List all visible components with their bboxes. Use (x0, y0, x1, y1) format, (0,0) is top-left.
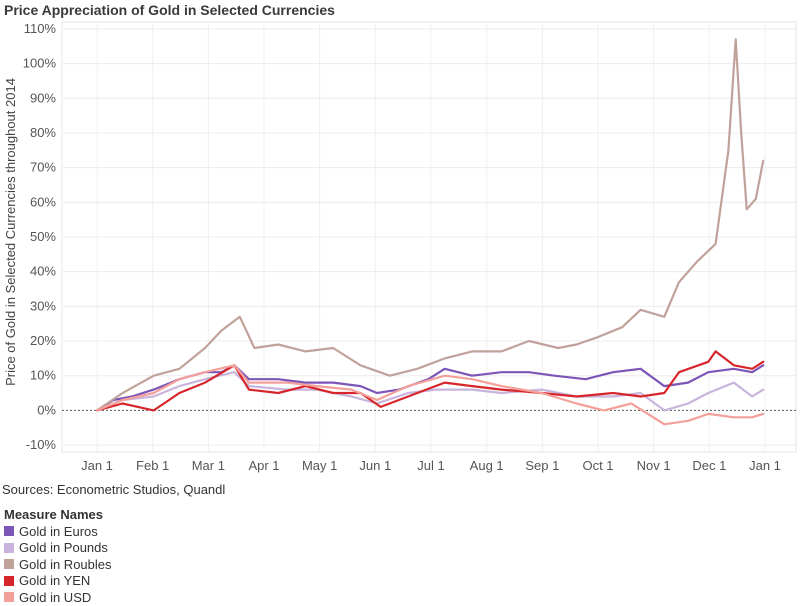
y-tick-label: 80% (30, 125, 56, 140)
x-tick-label: Apr 1 (248, 458, 279, 473)
series-lines (95, 38, 765, 426)
grid-lines (61, 21, 797, 453)
x-axis-ticks: Jan 1 Feb 1 Mar 1 Apr 1 May 1 Jun 1 Jul 1 Aug 1… (81, 458, 781, 473)
legend-item-gold-in-usd[interactable]: Gold in USD (4, 589, 112, 606)
legend-item-gold-in-roubles[interactable]: Gold in Roubles (4, 556, 112, 573)
series-line-gold-in-pounds (95, 371, 765, 412)
legend-label: Gold in Roubles (19, 556, 112, 572)
x-tick-label: Dec 1 (692, 458, 726, 473)
y-tick-label: 20% (30, 333, 56, 348)
y-tick-label: 70% (30, 160, 56, 175)
legend-items: Gold in Euros Gold in Pounds Gold in Roubl… (4, 523, 112, 606)
y-tick-label: 10% (30, 368, 56, 383)
legend-title: Measure Names (4, 507, 103, 522)
y-tick-label: 60% (30, 194, 56, 209)
legend-item-gold-in-yen[interactable]: Gold in YEN (4, 573, 112, 590)
legend-label: Gold in Pounds (19, 540, 108, 556)
x-tick-label: Mar 1 (192, 458, 225, 473)
y-tick-label: 0% (37, 402, 56, 417)
x-tick-label: May 1 (302, 458, 337, 473)
x-tick-label: Jan 1 (749, 458, 781, 473)
legend: Measure Names Gold in Euros Gold in Pound… (4, 507, 112, 606)
legend-label: Gold in USD (19, 589, 92, 605)
chart-title: Price Appreciation of Gold in Selected C… (4, 2, 335, 18)
x-tick-label: Jun 1 (359, 458, 391, 473)
x-tick-label: Oct 1 (582, 458, 613, 473)
legend-swatch (4, 542, 14, 553)
x-tick-label: Jul 1 (417, 458, 444, 473)
y-tick-label: 30% (30, 298, 56, 313)
y-axis-title: Price of Gold in Selected Currencies thr… (3, 78, 18, 386)
y-tick-label: 100% (23, 56, 57, 71)
legend-swatch (4, 592, 14, 603)
legend-swatch (4, 575, 14, 586)
line-chart: -10% 0% 10% 20% 30% 40% 50% 60% 70% 80% 90% 100% 110… (3, 21, 797, 473)
y-tick-label: 50% (30, 229, 56, 244)
legend-swatch (4, 526, 14, 537)
legend-label: Gold in Euros (19, 523, 98, 539)
legend-swatch (4, 559, 14, 570)
y-axis-ticks: -10% 0% 10% 20% 30% 40% 50% 60% 70% 80% 90% 100% 110… (23, 21, 57, 452)
legend-item-gold-in-euros[interactable]: Gold in Euros (4, 523, 112, 540)
x-tick-label: Sep 1 (525, 458, 559, 473)
legend-label: Gold in YEN (19, 573, 91, 589)
source-note: Sources: Econometric Studios, Quandl (2, 482, 226, 497)
series-line-gold-in-yen (95, 350, 765, 412)
series-line-gold-in-roubles (95, 38, 765, 412)
y-tick-label: -10% (26, 437, 57, 452)
y-tick-label: 40% (30, 264, 56, 279)
x-tick-label: Jan 1 (81, 458, 113, 473)
x-tick-label: Nov 1 (637, 458, 671, 473)
y-tick-label: 90% (30, 90, 56, 105)
x-tick-label: Aug 1 (470, 458, 504, 473)
legend-item-gold-in-pounds[interactable]: Gold in Pounds (4, 540, 112, 557)
x-tick-label: Feb 1 (136, 458, 169, 473)
y-tick-label: 110% (24, 21, 57, 36)
series-line-gold-in-usd (95, 364, 765, 426)
